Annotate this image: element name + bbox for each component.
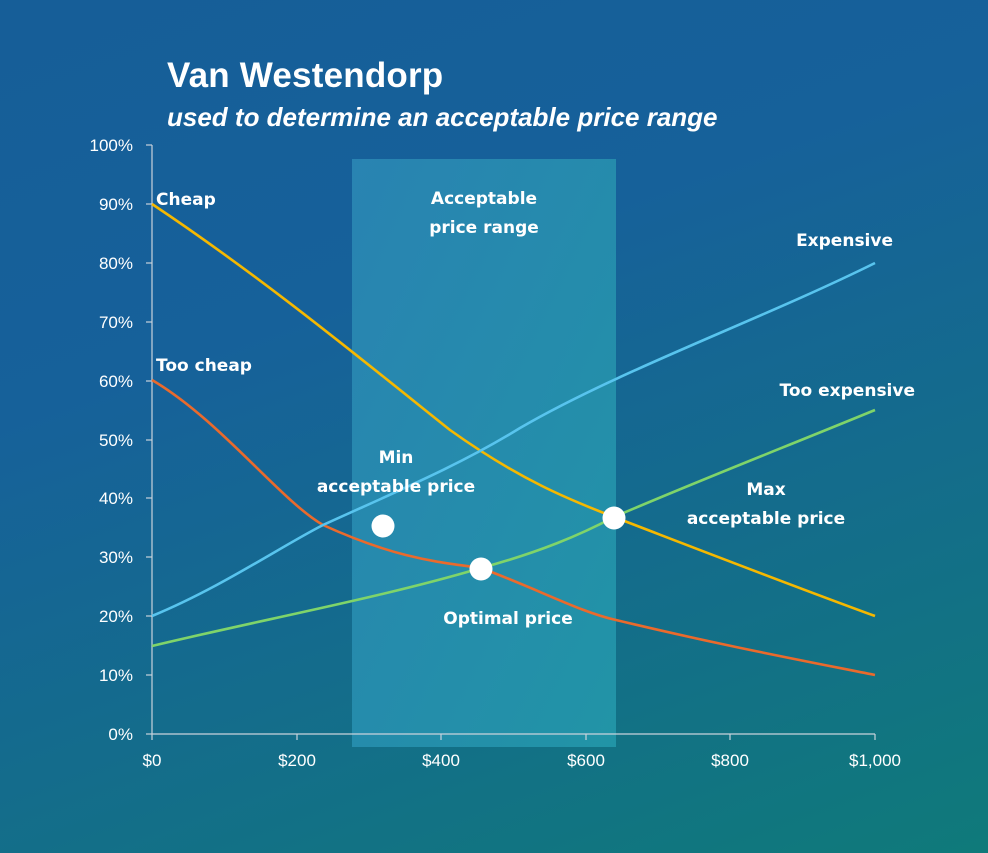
y-tick-label: 90% xyxy=(99,195,133,214)
y-tick-label: 20% xyxy=(99,607,133,626)
x-tick-label: $800 xyxy=(711,751,749,770)
y-tick-labels: 100% 90% 80% 70% 60% 50% 40% 30% 20% 10%… xyxy=(90,136,133,744)
y-tick-label: 100% xyxy=(90,136,133,155)
y-tick-label: 0% xyxy=(108,725,133,744)
y-tick-label: 50% xyxy=(99,431,133,450)
x-tick-label: $200 xyxy=(278,751,316,770)
min-price-label-line2: acceptable price xyxy=(317,477,475,497)
x-tick-labels: $0 $200 $400 $600 $800 $1,000 xyxy=(143,751,901,770)
y-tick-label: 40% xyxy=(99,489,133,508)
chart-subtitle: used to determine an acceptable price ra… xyxy=(167,102,718,132)
max-price-label-line1: Max xyxy=(746,480,785,500)
series-line-cheap xyxy=(151,202,876,618)
max-acceptable-price-point xyxy=(602,506,626,530)
label-expensive: Expensive xyxy=(796,231,893,251)
min-price-label-line1: Min xyxy=(379,448,414,468)
optimal-price-point xyxy=(469,557,493,581)
series-line-expensive xyxy=(151,261,876,618)
min-acceptable-price-point xyxy=(371,514,395,538)
y-tick-label: 10% xyxy=(99,666,133,685)
y-tick-label: 30% xyxy=(99,548,133,567)
label-too-cheap: Too cheap xyxy=(156,356,252,376)
band-label-line1: Acceptable xyxy=(431,189,537,209)
y-tick-label: 60% xyxy=(99,372,133,391)
label-cheap: Cheap xyxy=(156,190,216,210)
optimal-price-label: Optimal price xyxy=(443,609,573,629)
x-tick-label: $0 xyxy=(143,751,162,770)
y-tick-label: 70% xyxy=(99,313,133,332)
x-tick-label: $600 xyxy=(567,751,605,770)
chart-title: Van Westendorp xyxy=(167,56,444,95)
label-too-expensive: Too expensive xyxy=(780,381,915,401)
y-tick-label: 80% xyxy=(99,254,133,273)
max-price-label-line2: acceptable price xyxy=(687,509,845,529)
band-label-line2: price range xyxy=(429,218,539,238)
x-tick-label: $400 xyxy=(422,751,460,770)
x-axis xyxy=(151,733,876,740)
y-axis xyxy=(146,144,153,735)
series-line-too-expensive xyxy=(151,408,876,648)
x-tick-label: $1,000 xyxy=(849,751,901,770)
